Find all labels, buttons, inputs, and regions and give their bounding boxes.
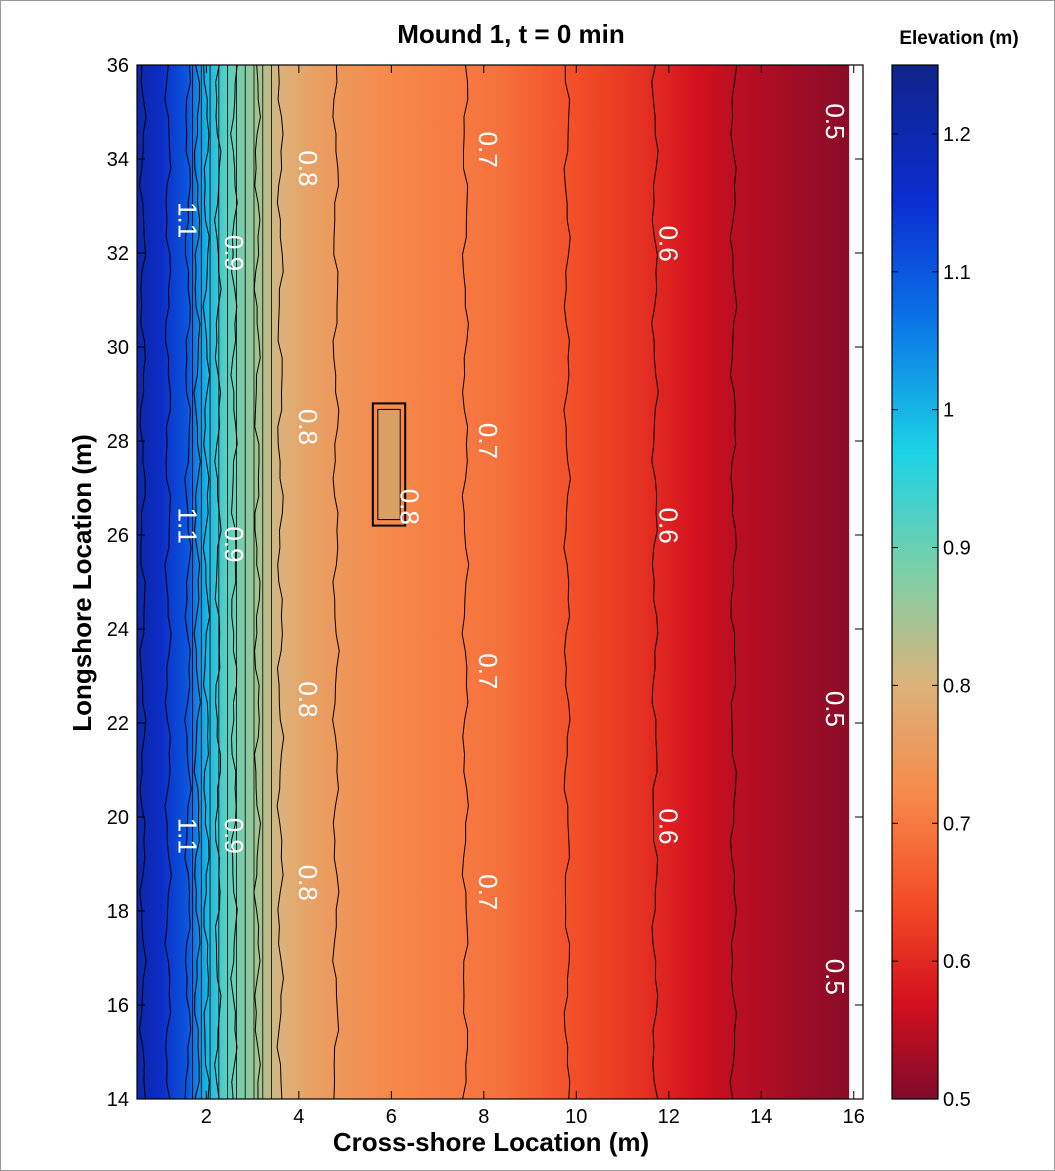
contour-label: 0.9	[219, 818, 249, 854]
contour-line	[164, 65, 172, 1099]
colorbar-scale	[891, 64, 939, 1100]
contour-label: 0.7	[473, 423, 503, 459]
y-tick-label: 32	[107, 243, 129, 265]
contour-label: 0.7	[473, 653, 503, 689]
x-axis-ticks: 2 4 6 8 10 12 14 16	[201, 65, 865, 1128]
elevation-fill	[137, 65, 850, 1099]
contour-label: 0.6	[654, 226, 684, 262]
y-tick-label: 30	[107, 337, 129, 359]
mound-feature	[371, 402, 407, 527]
chart-title: Mound 1, t = 0 min	[397, 19, 625, 49]
colorbar-tick-label: 0.8	[943, 675, 971, 697]
y-axis-label: Longshore Location (m)	[67, 434, 97, 732]
colorbar: 0.5 0.6 0.7 0.8 0.9 1 1.1 1.2	[891, 64, 971, 1111]
plot-area: 1.1 1.1 1.1 0.9 0.9 0.9 0.8 0.8 0.8 0.8 0.7 0.7 0.7 0…	[107, 55, 865, 1128]
contour-label: 1.1	[173, 818, 203, 854]
contour-label: 0.5	[820, 103, 850, 139]
colorbar-tick-label: 1	[943, 400, 954, 422]
contour-label: 1.1	[173, 508, 203, 544]
contour-label: 0.8	[293, 865, 323, 901]
contour-label: 0.8	[293, 409, 323, 445]
contour-label: 0.6	[654, 808, 684, 844]
colorbar-title: Elevation (m)	[899, 28, 1018, 49]
colorbar-tick-label: 1.1	[943, 262, 971, 284]
y-tick-label: 26	[107, 525, 129, 547]
colorbar-tick-label: 1.2	[943, 124, 971, 146]
contour-lines	[138, 65, 738, 1099]
x-tick-label: 14	[750, 1106, 772, 1128]
mound-inner-contour	[377, 408, 401, 521]
contour-line	[332, 65, 340, 1099]
contour-label: 0.8	[395, 489, 425, 525]
y-tick-label: 16	[107, 995, 129, 1017]
colorbar-tick-label: 0.6	[943, 951, 971, 973]
contour-label: 0.9	[219, 235, 249, 271]
contour-line	[202, 65, 211, 1099]
plot-border	[136, 64, 864, 1100]
contour-line	[253, 65, 262, 1099]
x-axis-label: Cross-shore Location (m)	[333, 1127, 649, 1157]
x-tick-label: 16	[843, 1106, 865, 1128]
y-tick-label: 28	[107, 431, 129, 453]
contour-line	[138, 65, 147, 1099]
y-tick-label: 20	[107, 807, 129, 829]
contour-line	[214, 65, 222, 1099]
contour-line	[461, 65, 470, 1099]
x-tick-label: 12	[658, 1106, 680, 1128]
contour-line	[193, 65, 201, 1099]
contour-label: 0.8	[293, 150, 323, 186]
contour-line	[184, 65, 192, 1099]
colorbar-ticks: 0.5 0.6 0.7 0.8 0.9 1 1.1 1.2	[892, 124, 971, 1111]
y-tick-label: 36	[107, 55, 129, 77]
y-tick-label: 14	[107, 1089, 129, 1111]
contour-label: 0.7	[473, 132, 503, 168]
x-tick-label: 10	[565, 1106, 587, 1128]
colorbar-tick-label: 0.9	[943, 538, 971, 560]
contour-label: 0.5	[820, 691, 850, 727]
y-tick-label: 18	[107, 901, 129, 923]
x-tick-label: 4	[293, 1106, 304, 1128]
contour-line	[729, 65, 738, 1099]
y-tick-label: 34	[107, 149, 129, 171]
colorbar-tick-label: 0.7	[943, 813, 971, 835]
contour-label: 0.7	[473, 874, 503, 910]
contour-label: 0.6	[654, 508, 684, 544]
contour-line	[276, 65, 285, 1099]
y-axis-ticks: 14 16 18 20 22 24 26 28 30 32 34 36	[107, 55, 863, 1111]
colorbar-tick-label: 0.5	[943, 1089, 971, 1111]
contour-label: 0.8	[293, 681, 323, 717]
contour-line	[651, 65, 659, 1099]
contour-line	[230, 65, 238, 1099]
x-tick-label: 6	[386, 1106, 397, 1128]
contour-label: 0.9	[219, 526, 249, 562]
x-tick-label: 2	[201, 1106, 212, 1128]
contour-labels: 1.1 1.1 1.1 0.9 0.9 0.9 0.8 0.8 0.8 0.8 0.7 0.7 0.7 0…	[173, 103, 850, 995]
contour-line	[563, 65, 571, 1099]
x-tick-label: 8	[478, 1106, 489, 1128]
contour-label: 0.5	[820, 959, 850, 995]
y-tick-label: 24	[107, 619, 129, 641]
y-tick-label: 22	[107, 713, 129, 735]
contour-label: 1.1	[173, 202, 203, 238]
